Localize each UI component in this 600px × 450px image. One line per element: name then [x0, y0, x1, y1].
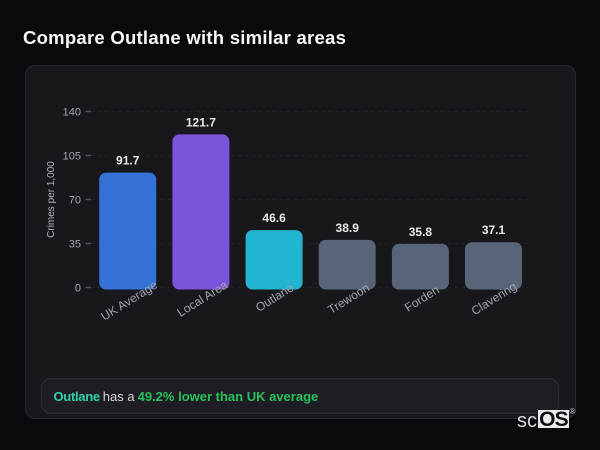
svg-text:121.7: 121.7	[186, 115, 216, 129]
svg-text:140: 140	[63, 107, 81, 119]
svg-text:35: 35	[69, 239, 81, 251]
svg-text:105: 105	[63, 151, 81, 163]
svg-text:35.8: 35.8	[409, 225, 433, 239]
svg-text:Crimes per 1,000: Crimes per 1,000	[46, 161, 57, 238]
svg-text:0: 0	[75, 283, 81, 295]
svg-text:91.7: 91.7	[116, 154, 140, 168]
svg-text:46.6: 46.6	[262, 211, 286, 225]
svg-text:37.1: 37.1	[482, 223, 506, 237]
svg-text:38.9: 38.9	[336, 221, 360, 235]
svg-text:70: 70	[69, 195, 81, 207]
